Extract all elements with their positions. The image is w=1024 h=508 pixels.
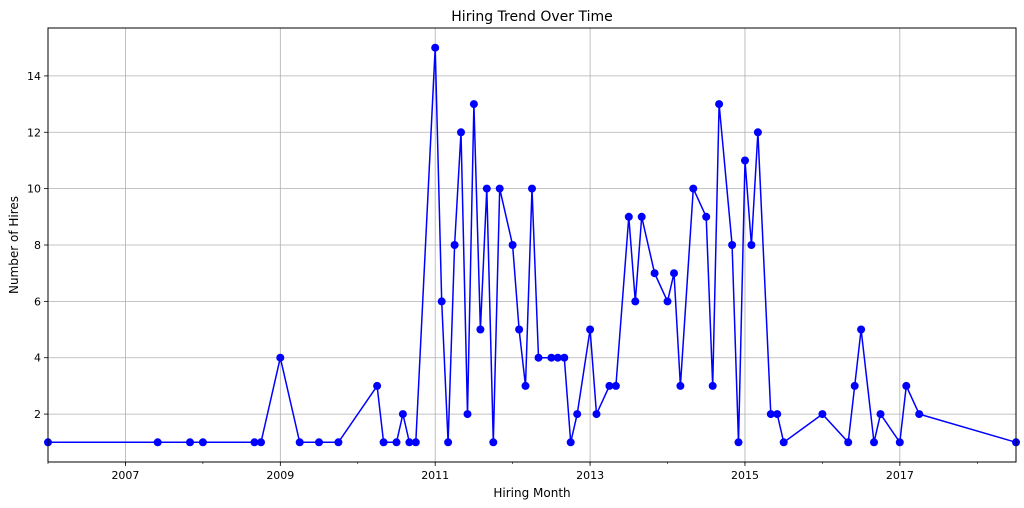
data-point xyxy=(895,438,904,447)
data-point xyxy=(276,353,285,362)
data-point xyxy=(631,297,640,306)
data-point xyxy=(373,381,382,390)
y-tick-label: 2 xyxy=(34,408,41,421)
x-tick-label: 2007 xyxy=(111,469,139,482)
y-tick-label: 8 xyxy=(34,239,41,252)
chart-title: Hiring Trend Over Time xyxy=(451,9,612,25)
data-point xyxy=(469,100,478,109)
data-point xyxy=(573,410,582,419)
data-point xyxy=(528,184,536,193)
data-point xyxy=(870,438,878,447)
y-axis-label: Number of Hires xyxy=(7,196,21,294)
data-point xyxy=(431,43,440,52)
data-point xyxy=(450,241,459,249)
data-point xyxy=(437,297,446,306)
data-point xyxy=(857,325,866,334)
data-point xyxy=(489,438,498,447)
data-point xyxy=(560,353,569,362)
data-point xyxy=(476,325,485,334)
data-point xyxy=(753,128,762,137)
data-point xyxy=(411,438,420,447)
data-point xyxy=(766,410,775,419)
x-tick-label: 2009 xyxy=(266,469,294,482)
data-point xyxy=(876,410,885,419)
data-point xyxy=(611,381,620,390)
data-point xyxy=(482,184,491,193)
x-axis: 2007 2009 2011 2013 2015 2017 xyxy=(47,462,978,482)
data-point xyxy=(198,438,207,447)
y-axis: 2 4 6 8 10 12 14 xyxy=(27,70,48,421)
data-point xyxy=(637,212,646,221)
data-point xyxy=(586,325,595,334)
data-point xyxy=(915,410,924,419)
data-point xyxy=(844,438,853,447)
data-point xyxy=(676,381,685,390)
x-tick-label: 2015 xyxy=(731,469,759,482)
data-point xyxy=(379,438,388,447)
data-point xyxy=(650,269,659,278)
data-point xyxy=(457,128,465,137)
data-point xyxy=(670,269,678,278)
data-point xyxy=(295,438,304,447)
data-point xyxy=(534,353,543,362)
data-point xyxy=(186,438,194,447)
data-point xyxy=(398,410,407,419)
data-point xyxy=(624,212,633,221)
y-tick-label: 14 xyxy=(27,70,41,83)
data-point xyxy=(728,241,737,249)
data-point xyxy=(818,410,827,419)
x-axis-label: Hiring Month xyxy=(493,486,570,500)
data-point xyxy=(566,438,575,447)
data-point xyxy=(689,184,698,193)
x-tick-label: 2013 xyxy=(576,469,604,482)
data-point xyxy=(315,438,323,447)
y-tick-label: 6 xyxy=(34,295,41,308)
data-point xyxy=(495,184,504,193)
data-point xyxy=(592,410,601,419)
data-point xyxy=(779,438,788,447)
data-point xyxy=(392,438,401,447)
data-point xyxy=(444,438,453,447)
data-point xyxy=(708,381,717,390)
series-hires xyxy=(44,43,1020,447)
data-point xyxy=(773,410,782,419)
data-point xyxy=(902,381,911,390)
data-point xyxy=(747,241,756,249)
y-tick-label: 10 xyxy=(27,183,41,196)
data-point xyxy=(553,353,562,362)
data-point xyxy=(508,241,517,249)
x-tick-label: 2017 xyxy=(886,469,914,482)
data-point xyxy=(605,381,614,390)
data-point xyxy=(463,410,472,419)
x-tick-label: 2011 xyxy=(421,469,449,482)
data-point xyxy=(702,212,711,221)
data-point xyxy=(334,438,343,447)
data-point xyxy=(547,353,556,362)
data-point xyxy=(521,381,530,390)
data-point xyxy=(250,438,259,447)
data-point xyxy=(153,438,162,447)
y-tick-label: 4 xyxy=(34,352,41,365)
data-point xyxy=(734,438,743,447)
y-tick-label: 12 xyxy=(27,126,41,139)
data-point xyxy=(257,438,265,447)
data-point xyxy=(715,100,724,109)
data-point xyxy=(663,297,672,306)
data-point xyxy=(850,381,859,390)
grid xyxy=(48,28,1016,462)
data-point xyxy=(405,438,414,447)
data-point xyxy=(515,325,524,334)
data-point xyxy=(741,156,749,165)
